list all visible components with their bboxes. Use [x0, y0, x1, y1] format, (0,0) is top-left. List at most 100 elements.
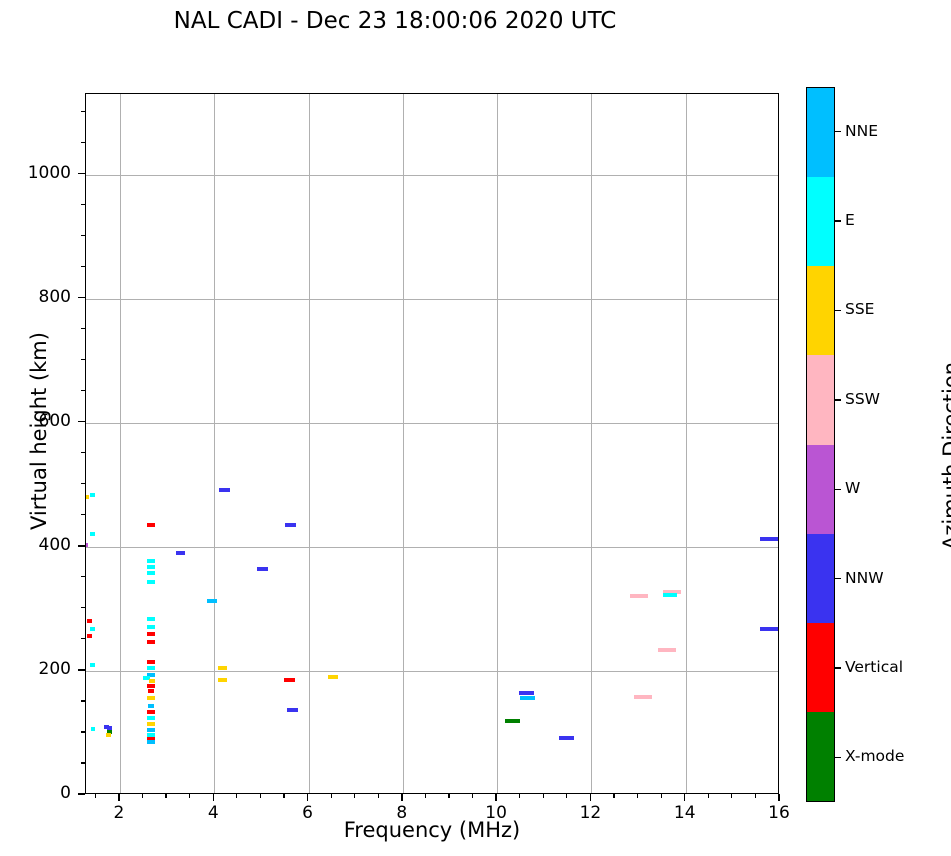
data-mark — [106, 733, 111, 738]
gridline-horizontal — [86, 546, 778, 548]
x-axis-tick — [495, 794, 497, 801]
y-axis-minor-tick — [81, 266, 85, 268]
data-mark — [86, 542, 88, 547]
data-mark — [104, 724, 110, 729]
data-mark — [90, 626, 95, 631]
y-axis-tick — [78, 669, 85, 671]
x-axis-minor-tick — [94, 794, 96, 798]
data-mark — [87, 633, 93, 638]
data-mark — [504, 719, 520, 724]
x-axis-minor-tick — [165, 794, 167, 798]
x-axis-minor-tick — [542, 794, 544, 798]
data-mark — [218, 677, 227, 682]
data-mark — [147, 672, 155, 677]
x-axis-tick-label: 16 — [768, 803, 790, 823]
data-mark — [147, 624, 155, 629]
x-axis-minor-tick — [283, 794, 285, 798]
y-axis-tick — [78, 421, 85, 423]
gridline-horizontal — [86, 174, 778, 176]
colorbar-label-nnw: NNW — [845, 568, 884, 587]
colorbar-segment-w — [807, 444, 834, 534]
colorbar-segment-nne — [807, 88, 834, 178]
gridline-vertical — [308, 94, 310, 793]
y-axis-tick — [78, 172, 85, 175]
x-axis-minor-tick — [754, 794, 756, 798]
data-mark — [148, 678, 156, 683]
x-axis-minor-tick — [519, 794, 521, 798]
y-axis-minor-tick — [81, 607, 85, 609]
data-mark — [142, 676, 151, 681]
data-mark — [147, 737, 155, 742]
colorbar-tick — [835, 488, 841, 490]
data-mark — [107, 730, 112, 735]
x-axis-minor-tick — [731, 794, 733, 798]
y-axis-tick-label: 1000 — [27, 162, 71, 183]
gridline-horizontal — [86, 422, 778, 424]
data-mark — [87, 618, 93, 623]
x-axis-minor-tick — [424, 794, 426, 798]
colorbar-tick — [835, 220, 841, 222]
data-mark — [287, 708, 298, 712]
colorbar-tick — [835, 399, 841, 401]
x-axis-tick-label: 14 — [673, 803, 696, 823]
data-mark — [147, 689, 155, 694]
data-mark — [327, 675, 339, 680]
x-axis-tick — [401, 794, 403, 801]
data-mark — [107, 726, 112, 730]
y-axis-minor-tick — [81, 359, 85, 361]
colorbar-label-w: W — [845, 479, 861, 498]
data-mark — [147, 559, 155, 564]
colorbar-label-sse: SSE — [845, 300, 875, 319]
x-axis-tick-label: 12 — [579, 803, 602, 823]
colorbar-segment-nnw — [807, 533, 834, 623]
data-mark — [175, 551, 185, 556]
y-axis-minor-tick — [81, 390, 85, 392]
data-mark — [90, 726, 96, 731]
data-mark — [147, 640, 155, 645]
data-mark — [520, 695, 536, 700]
gridline-vertical — [119, 94, 121, 793]
x-axis-tick — [212, 794, 214, 801]
data-mark — [147, 722, 155, 727]
data-mark — [147, 523, 155, 528]
x-axis-tick-label: 6 — [302, 803, 313, 823]
y-axis-minor-tick — [81, 111, 85, 113]
colorbar-label-e: E — [845, 211, 855, 230]
x-axis-tick-label: 8 — [396, 803, 408, 823]
gridline-vertical — [402, 94, 404, 793]
data-mark — [518, 690, 534, 695]
x-axis-minor-tick — [377, 794, 379, 798]
data-mark — [759, 626, 778, 631]
y-axis-tick-label: 0 — [60, 783, 71, 803]
data-mark — [662, 590, 681, 595]
y-axis-tick-label: 400 — [38, 534, 71, 555]
data-mark — [147, 695, 155, 700]
data-mark — [207, 598, 217, 603]
colorbar-label-nne: NNE — [845, 121, 878, 140]
colorbar-label-vertical: Vertical — [845, 657, 904, 676]
y-axis-minor-tick — [81, 328, 85, 330]
x-axis-minor-tick — [660, 794, 662, 798]
x-axis-minor-tick — [636, 794, 639, 798]
x-axis-minor-tick — [259, 794, 261, 798]
colorbar-segment-ssw — [807, 355, 834, 445]
data-mark — [662, 593, 677, 598]
data-mark — [284, 677, 295, 682]
y-axis-minor-tick — [81, 452, 85, 454]
data-mark — [90, 663, 95, 668]
y-axis-minor-tick — [81, 731, 85, 733]
x-axis-tick — [118, 794, 120, 801]
y-axis-tick-label: 200 — [38, 658, 71, 679]
data-mark — [90, 531, 95, 536]
gridline-vertical — [214, 94, 216, 793]
x-axis-tick — [306, 794, 309, 801]
x-axis-minor-tick — [236, 794, 238, 798]
plot-canvas — [86, 94, 778, 793]
data-mark — [257, 567, 268, 572]
x-axis-minor-tick — [613, 794, 615, 798]
data-mark — [147, 570, 155, 575]
data-mark — [147, 710, 155, 715]
x-axis-minor-tick — [471, 794, 474, 798]
colorbar-tick — [835, 667, 841, 669]
data-mark — [90, 492, 95, 497]
